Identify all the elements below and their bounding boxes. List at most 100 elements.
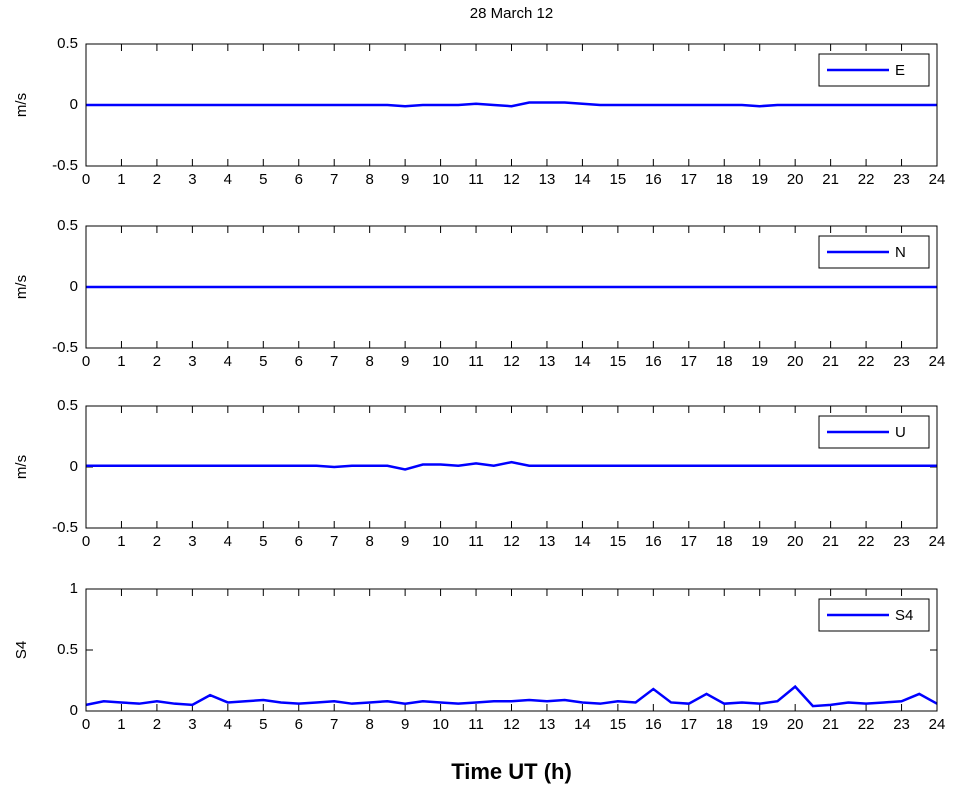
x-tick-label: 8	[365, 533, 373, 550]
x-tick-label: 12	[503, 716, 520, 733]
x-tick-label: 20	[787, 353, 804, 370]
axes-frame	[85, 43, 938, 167]
legend-label: N	[895, 244, 906, 261]
x-tick-label: 7	[330, 353, 338, 370]
x-tick-label: 0	[82, 171, 90, 188]
x-tick-label: 4	[224, 533, 232, 550]
x-tick-label: 6	[295, 171, 303, 188]
x-tick-label: 18	[716, 533, 733, 550]
x-tick-label: 21	[822, 716, 839, 733]
x-tick-label: 19	[751, 716, 768, 733]
x-tick-label: 17	[680, 353, 697, 370]
y-tick-label: 0.5	[57, 641, 78, 658]
legend-label: S4	[895, 607, 913, 624]
x-tick-label: 12	[503, 171, 520, 188]
x-tick-label: 9	[401, 353, 409, 370]
x-tick-label: 1	[117, 171, 125, 188]
y-axis-label: m/s	[13, 455, 30, 479]
data-line	[86, 460, 937, 471]
x-tick-label: 20	[787, 533, 804, 550]
y-tick-label: -0.5	[52, 157, 78, 174]
x-tick-label: 21	[822, 171, 839, 188]
x-tick-label: 15	[610, 533, 627, 550]
x-tick-label: 11	[468, 353, 484, 370]
x-tick-label: 17	[680, 533, 697, 550]
y-axis-label: m/s	[13, 93, 30, 117]
x-tick-label: 18	[716, 353, 733, 370]
x-tick-label: 23	[893, 716, 910, 733]
legend-label: E	[895, 62, 905, 79]
x-tick-label: 24	[929, 353, 946, 370]
x-tick-label: 6	[295, 533, 303, 550]
x-tick-label: 13	[539, 533, 556, 550]
y-tick-label: 0	[70, 458, 78, 475]
x-tick-label: 21	[822, 533, 839, 550]
x-tick-label: 17	[680, 716, 697, 733]
x-tick-label: 22	[858, 353, 875, 370]
x-tick-label: 15	[610, 171, 627, 188]
x-tick-label: 22	[858, 171, 875, 188]
x-tick-label: 3	[188, 171, 196, 188]
x-tick-label: 22	[858, 533, 875, 550]
x-tick-label: 14	[574, 353, 591, 370]
x-tick-label: 8	[365, 171, 373, 188]
x-tick-label: 20	[787, 171, 804, 188]
y-tick-label: 0	[70, 96, 78, 113]
x-tick-label: 1	[117, 353, 125, 370]
x-tick-label: 10	[432, 353, 449, 370]
x-tick-label: 16	[645, 353, 662, 370]
x-tick-label: 24	[929, 171, 946, 188]
x-tick-label: 16	[645, 716, 662, 733]
data-line	[85, 684, 938, 708]
x-tick-label: 18	[716, 171, 733, 188]
x-tick-label: 19	[751, 533, 768, 550]
x-tick-label: 1	[117, 533, 125, 550]
x-tick-label: 4	[224, 716, 232, 733]
x-tick-label: 23	[893, 353, 910, 370]
x-tick-label: 8	[365, 353, 373, 370]
x-axis-label: Time UT (h)	[451, 759, 572, 784]
x-tick-label: 9	[401, 716, 409, 733]
x-tick-label: 15	[610, 716, 627, 733]
x-tick-label: 11	[468, 171, 484, 188]
y-tick-label: 0.5	[57, 217, 78, 234]
y-tick-label: -0.5	[52, 339, 78, 356]
x-tick-label: 11	[468, 533, 484, 550]
x-tick-label: 12	[503, 353, 520, 370]
x-tick-label: 8	[365, 716, 373, 733]
y-tick-label: -0.5	[52, 519, 78, 536]
y-axis-label: m/s	[13, 275, 30, 299]
x-tick-label: 16	[645, 533, 662, 550]
x-tick-label: 15	[610, 353, 627, 370]
x-tick-label: 14	[574, 716, 591, 733]
x-tick-label: 9	[401, 171, 409, 188]
y-tick-label: 0.5	[57, 397, 78, 414]
x-tick-label: 3	[188, 533, 196, 550]
chart-title: 28 March 12	[470, 5, 553, 22]
y-axis-label: S4	[13, 641, 30, 659]
x-tick-label: 19	[751, 353, 768, 370]
x-tick-label: 10	[432, 533, 449, 550]
x-tick-label: 3	[188, 353, 196, 370]
x-tick-label: 23	[893, 171, 910, 188]
x-tick-label: 6	[295, 716, 303, 733]
plot-area	[86, 589, 937, 711]
axes-frame	[85, 225, 938, 349]
x-tick-label: 5	[259, 171, 267, 188]
x-tick-label: 7	[330, 533, 338, 550]
x-tick-label: 3	[188, 716, 196, 733]
x-tick-label: 2	[153, 533, 161, 550]
x-tick-label: 10	[432, 716, 449, 733]
y-tick-label: 0	[70, 702, 78, 719]
x-tick-label: 11	[468, 716, 484, 733]
axes-frame	[85, 405, 938, 529]
x-tick-label: 2	[153, 716, 161, 733]
x-tick-label: 24	[929, 533, 946, 550]
x-tick-label: 20	[787, 716, 804, 733]
x-tick-label: 0	[82, 353, 90, 370]
x-tick-label: 7	[330, 716, 338, 733]
x-tick-label: 12	[503, 533, 520, 550]
x-tick-label: 14	[574, 533, 591, 550]
x-tick-label: 0	[82, 716, 90, 733]
